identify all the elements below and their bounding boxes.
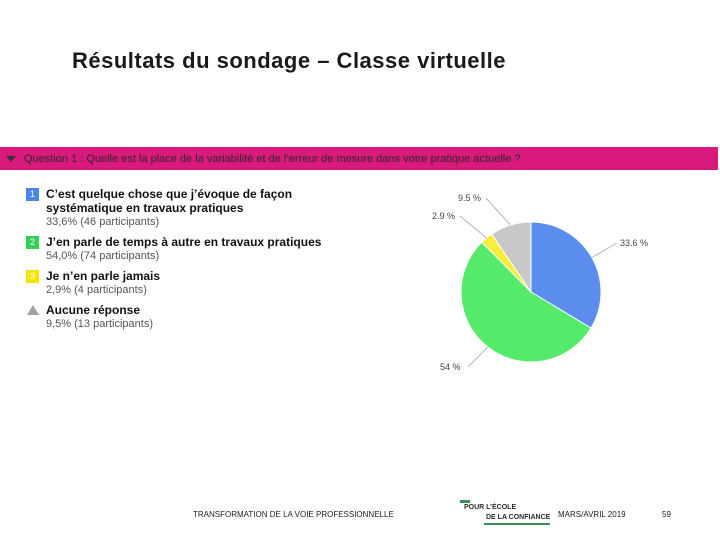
pie-leader-line-2: [467, 346, 488, 368]
option-stat-1: 33,6% (46 participants): [46, 216, 160, 228]
option-label-1: C’est quelque chose que j’évoque de faço…: [46, 187, 293, 215]
footer-date: MARS/AVRIL 2019: [558, 510, 626, 519]
page-title: Résultats du sondage – Classe virtuelle: [72, 48, 506, 73]
triangle-icon: [27, 305, 39, 315]
caret-down-icon[interactable]: [6, 155, 16, 162]
pie-slice-4: [490, 221, 532, 294]
pie-label-1: 33.6 %: [620, 238, 648, 248]
results-legend: 1 C’est quelque chose que j’évoque de fa…: [26, 187, 366, 337]
pie-chart: 33.6 % 54 % 2.9 %9.5 %: [432, 193, 648, 372]
logo-text-line1: POUR L’ÉCOLE: [464, 504, 517, 511]
question-header[interactable]: Question 1 : Quelle est la place de la v…: [0, 147, 718, 170]
pie-leader-line-3: [459, 215, 487, 239]
option-badge-2: 2: [26, 236, 39, 249]
pie-leader-line-1: [591, 242, 618, 258]
logo-mark: [460, 500, 470, 503]
pie-label-2: 54 %: [440, 362, 461, 372]
logo-underline: [484, 523, 550, 525]
pie-slice-2: [460, 241, 592, 363]
pie-label-4: 9.5 %: [458, 193, 481, 203]
legend-item-2: 2 J’en parle de temps à autre en travaux…: [26, 235, 366, 263]
legend-item-1: 1 C’est quelque chose que j’évoque de fa…: [26, 187, 366, 229]
legend-item-no-answer: Aucune réponse 9,5% (13 participants): [26, 303, 366, 331]
option-badge-1: 1: [26, 188, 39, 201]
option-label-3: Je n’en parle jamais: [46, 269, 161, 283]
option-label-no-answer: Aucune réponse: [46, 303, 141, 317]
option-stat-2: 54,0% (74 participants): [46, 250, 160, 262]
option-badge-3: 3: [26, 270, 39, 283]
pie-label-3: 2.9 %: [432, 211, 455, 221]
question-text: Question 1 : Quelle est la place de la v…: [24, 152, 521, 165]
option-label-2: J’en parle de temps à autre en travaux p…: [46, 235, 322, 249]
option-stat-3: 2,9% (4 participants): [46, 284, 147, 296]
logo-text-line2: DE LA CONFIANCE: [486, 514, 551, 521]
pie-leader-line-4: [485, 197, 511, 226]
option-stat-no-answer: 9,5% (13 participants): [46, 318, 153, 330]
footer-program: TRANSFORMATION DE LA VOIE PROFESSIONNELL…: [193, 510, 394, 519]
logo: POUR L’ÉCOLE DE LA CONFIANCE: [460, 498, 556, 528]
legend-item-3: 3 Je n’en parle jamais 2,9% (4 participa…: [26, 269, 366, 297]
page-number: 59: [662, 510, 671, 519]
